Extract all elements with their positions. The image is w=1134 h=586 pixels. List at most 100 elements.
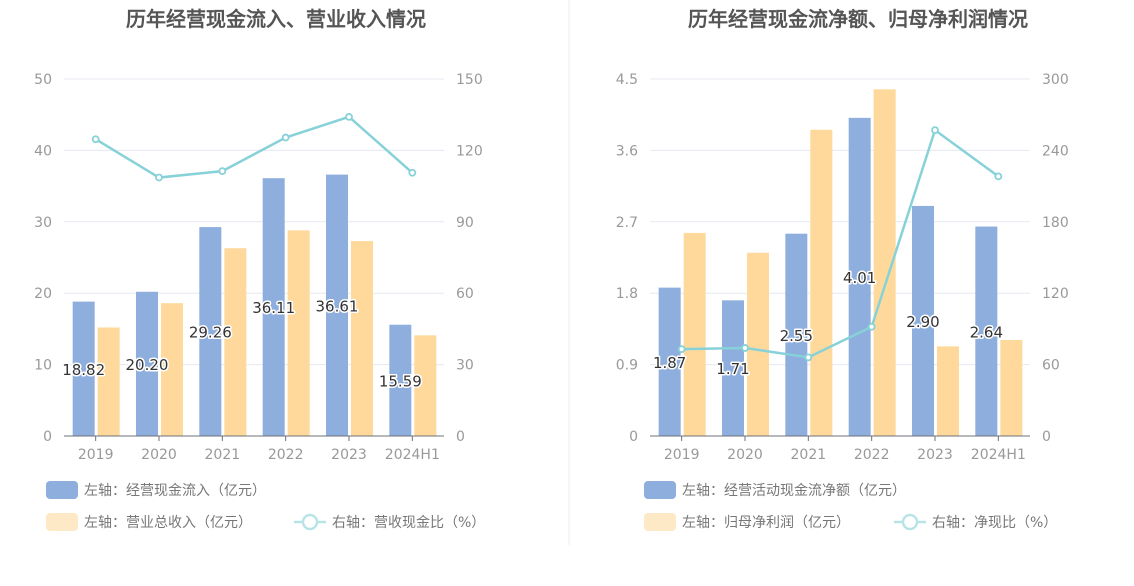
x-axis-tick-label: 2020 <box>727 447 763 463</box>
bar-primary <box>912 205 934 436</box>
line-point <box>931 126 939 135</box>
line-series <box>681 128 1000 359</box>
x-axis-tick-label: 2024H1 <box>971 447 1026 463</box>
legend-label: 左轴：经营现金流入（亿元） <box>84 483 266 499</box>
right-axis-tick-label: 300 <box>1042 72 1069 88</box>
bar-secondary <box>351 241 373 436</box>
bar-secondary <box>287 230 310 436</box>
left-axis-tick-label: 0 <box>629 429 638 445</box>
bar-data-label: 29.26 <box>189 324 232 342</box>
left-axis-tick-label: 50 <box>34 72 52 88</box>
legend-swatch <box>46 481 78 499</box>
bar-secondary <box>683 232 706 436</box>
bar-secondary <box>937 346 959 436</box>
line-point <box>867 322 876 331</box>
bar-secondary <box>161 303 183 436</box>
bar-secondary <box>414 335 437 436</box>
bar-data-label: 1.87 <box>653 354 686 372</box>
legend-item[interactable]: 右轴：净现比（%） <box>894 513 1057 531</box>
bar-primary <box>199 227 222 436</box>
bar-data-label: 2.90 <box>906 313 939 331</box>
bar-data-label: 18.82 <box>62 361 105 379</box>
line-point <box>741 344 749 352</box>
left-axis-tick-label: 2.7 <box>616 215 638 231</box>
line-point <box>218 167 227 176</box>
left-axis-tick-label: 20 <box>34 286 52 302</box>
left-axis-tick-label: 1.8 <box>616 286 638 302</box>
x-axis-tick-label: 2020 <box>141 447 177 463</box>
legend-label: 左轴：归母净利润（亿元） <box>682 514 850 531</box>
legend-item[interactable]: 左轴：经营现金流入（亿元） <box>46 481 266 499</box>
legend-item[interactable]: 左轴：营业总收入（亿元） <box>46 513 252 531</box>
line-series <box>95 115 414 179</box>
left-axis-tick-label: 0 <box>43 429 52 445</box>
bar-secondary <box>224 248 247 436</box>
bar-data-label: 36.11 <box>252 299 295 317</box>
bar-primary <box>722 300 744 436</box>
bar-primary <box>848 117 871 436</box>
right-axis-tick-label: 0 <box>1042 429 1051 445</box>
bar-data-label: 2.64 <box>970 323 1003 341</box>
line-point <box>994 172 1003 181</box>
legend-line-marker <box>301 513 319 531</box>
right-axis-tick-label: 60 <box>456 286 474 302</box>
right-axis-tick-label: 240 <box>1042 143 1069 159</box>
legend-item[interactable]: 左轴：经营活动现金流净额（亿元） <box>644 481 906 499</box>
line-point <box>281 133 290 142</box>
right-axis-tick-label: 0 <box>456 429 465 445</box>
chart-title: 历年经营现金流净额、归母净利润情况 <box>688 7 1028 31</box>
x-axis-tick-label: 2022 <box>268 447 304 463</box>
bar-data-label: 15.59 <box>379 372 422 390</box>
x-axis-tick-label: 2023 <box>331 447 367 463</box>
bar-data-label: 20.20 <box>126 356 169 374</box>
chart-title: 历年经营现金流入、营业收入情况 <box>126 7 426 31</box>
legend-swatch <box>644 481 676 499</box>
bar-primary <box>262 178 285 436</box>
line-point <box>345 112 353 121</box>
left-axis-tick-label: 10 <box>34 358 52 374</box>
x-axis-tick-label: 2023 <box>917 447 953 463</box>
left-axis-tick-label: 30 <box>34 215 52 231</box>
x-axis-tick-label: 2022 <box>854 447 890 463</box>
x-axis-tick-label: 2021 <box>791 447 827 463</box>
legend-label: 左轴：经营活动现金流净额（亿元） <box>682 483 906 499</box>
right-axis-tick-label: 120 <box>1042 286 1069 302</box>
bar-secondary <box>1000 340 1023 436</box>
x-axis-tick-label: 2019 <box>78 447 114 463</box>
legend-label: 右轴：净现比（%） <box>932 515 1057 531</box>
legend-swatch <box>46 513 78 531</box>
right-axis-tick-label: 30 <box>456 358 474 374</box>
line-point <box>155 173 163 182</box>
legend-item[interactable]: 右轴：营收现金比（%） <box>294 513 485 531</box>
bar-secondary <box>747 252 769 436</box>
right-axis-tick-label: 90 <box>456 215 474 231</box>
left-axis-tick-label: 4.5 <box>616 72 638 88</box>
bar-secondary <box>97 327 120 436</box>
line-point <box>91 135 100 144</box>
left-axis-tick-label: 3.6 <box>616 143 638 159</box>
bar-secondary <box>873 89 896 437</box>
x-axis-tick-label: 2024H1 <box>385 447 440 463</box>
chart-panel-cash-inflow-revenue: 历年经营现金流入、营业收入情况 0 0 10 30 20 60 30 90 40 120 50 150 2… <box>34 7 485 531</box>
right-axis-tick-label: 180 <box>1042 215 1069 231</box>
bar-secondary <box>810 129 833 437</box>
line-point <box>677 345 686 354</box>
bar-data-label: 4.01 <box>843 269 876 287</box>
left-axis-tick-label: 0.9 <box>616 358 638 374</box>
bar-data-label: 36.61 <box>316 297 359 315</box>
right-axis-tick-label: 150 <box>456 72 483 88</box>
bar-data-label: 2.55 <box>780 327 813 345</box>
legend-label: 左轴：营业总收入（亿元） <box>84 515 252 531</box>
x-axis-tick-label: 2021 <box>205 447 241 463</box>
line-point <box>804 353 813 362</box>
bar-primary <box>72 301 95 436</box>
chart-panel-net-cashflow-profit: 历年经营现金流净额、归母净利润情况 0 0 0.9 60 1.8 120 2.7 180 3.6 2… <box>616 7 1069 531</box>
legend-item[interactable]: 左轴：归母净利润（亿元） <box>644 513 850 531</box>
bar-primary <box>975 226 998 436</box>
bar-primary <box>658 287 681 436</box>
left-axis-tick-label: 40 <box>34 143 52 159</box>
bar-primary <box>326 174 348 436</box>
right-axis-tick-label: 60 <box>1042 358 1060 374</box>
